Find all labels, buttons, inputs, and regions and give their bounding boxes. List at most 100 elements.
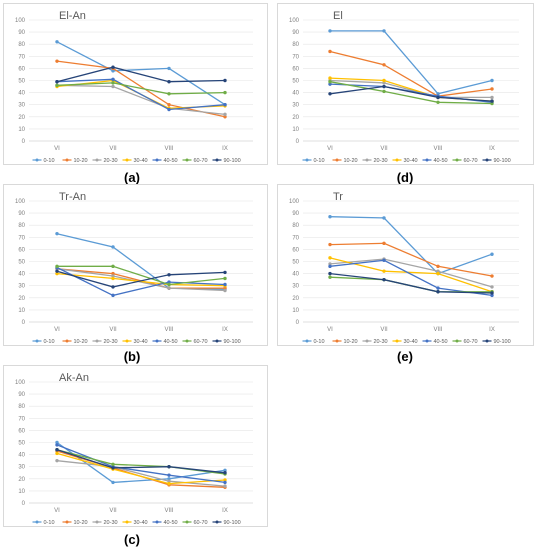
ak-an-xtick-viii: VIII — [164, 508, 173, 514]
el-legend-label-30-40: 30-40 — [404, 158, 418, 164]
el-legend-marker-20-30 — [365, 158, 369, 162]
el-point-10-20-ix — [490, 87, 494, 91]
tr-legend-marker-20-30 — [365, 339, 369, 343]
el-point-30-40-vii — [382, 78, 386, 83]
tr-series-line-0-10 — [329, 216, 493, 275]
tr-legend-label-40-50: 40-50 — [434, 339, 448, 345]
el-an-legend-marker-20-30 — [95, 158, 99, 162]
tr-point-90-100-vi — [328, 271, 332, 276]
el-an-legend-label-0-10: 0-10 — [44, 158, 55, 164]
el-an-point-0-10-viii — [167, 66, 171, 71]
el-series-line-10-20 — [329, 50, 493, 97]
el-an-point-60-70-vii — [111, 81, 115, 85]
chart-panel-el: El 0 10 20 30 40 50 60 70 80 90 100 VI VII VIII IX 0-10 1… — [277, 3, 534, 165]
el-ytick-0: 0 — [296, 139, 300, 145]
el-an-xtick-vii: VII — [109, 146, 117, 152]
el-an-series-line-0-10 — [56, 41, 226, 106]
ak-an-ytick-0: 0 — [22, 501, 26, 507]
tr-an-legend-marker-90-100 — [215, 339, 219, 343]
tr-point-90-100-viii — [436, 290, 440, 294]
el-an-legend-label-60-70: 60-70 — [194, 158, 208, 164]
ak-an-series-line-90-100 — [56, 449, 226, 474]
tr-point-0-10-vi — [328, 215, 332, 219]
ak-an-ytick-40: 40 — [18, 453, 25, 459]
tr-an-ytick-50: 50 — [18, 260, 25, 266]
tr-legend-marker-0-10 — [305, 339, 309, 343]
el-ytick-90: 90 — [292, 30, 299, 36]
el-point-0-10-ix — [490, 78, 494, 83]
tr-an-xtick-viii: VIII — [164, 327, 173, 333]
tr-legend-label-30-40: 30-40 — [404, 339, 418, 345]
el-ytick-10: 10 — [292, 127, 299, 133]
tr-legend-marker-10-20 — [335, 339, 339, 343]
el-point-60-70-vii — [382, 89, 386, 94]
el-legend-label-60-70: 60-70 — [464, 158, 478, 164]
ak-an-point-60-70-vii — [111, 462, 115, 466]
ak-an-point-0-10-ix — [223, 468, 227, 473]
el-legend-marker-90-100 — [485, 158, 489, 162]
el-an-ytick-30: 30 — [18, 103, 25, 109]
tr-an-point-30-40-vi — [55, 271, 59, 276]
tr-point-20-30-vi — [328, 262, 332, 266]
tr-series-line-90-100 — [329, 272, 493, 294]
ak-an-point-90-100-vii — [111, 466, 115, 470]
tr-an-point-90-100-vii — [111, 285, 115, 289]
el-point-0-10-viii — [436, 92, 440, 96]
ak-an-legend-marker-60-70 — [185, 520, 189, 524]
tr-an-point-20-30-ix — [223, 288, 227, 293]
el-legend-marker-60-70 — [455, 158, 459, 162]
tr-point-40-50-vii — [382, 258, 386, 262]
chart-svg-tr: Tr 0 10 20 30 40 50 60 70 80 90 100 VI VII VIII IX 0-10 1… — [289, 191, 519, 345]
el-point-60-70-ix — [490, 101, 494, 106]
ak-an-legend-marker-30-40 — [125, 520, 129, 524]
tr-xtick-ix: IX — [489, 327, 495, 333]
tr-an-point-20-30-vii — [111, 274, 115, 278]
ak-an-legend-marker-90-100 — [215, 520, 219, 524]
caption-d: (d) — [396, 170, 414, 185]
tr-an-legend-marker-60-70 — [185, 339, 189, 343]
tr-point-0-10-vii — [382, 216, 386, 220]
el-an-point-10-20-viii — [167, 103, 171, 107]
tr-an-point-40-50-vii — [111, 293, 115, 298]
el-an-legend-label-30-40: 30-40 — [134, 158, 148, 164]
el-ytick-40: 40 — [292, 91, 299, 97]
tr-an-title: Tr-An — [59, 191, 86, 203]
el-legend-marker-0-10 — [305, 158, 309, 162]
tr-an-point-20-30-viii — [167, 286, 171, 290]
ak-an-point-40-50-vi — [55, 443, 59, 447]
el-an-legend-label-40-50: 40-50 — [164, 158, 178, 164]
caption-b: (b) — [123, 349, 141, 364]
tr-point-40-50-ix — [490, 293, 494, 298]
ak-an-point-90-100-viii — [167, 465, 171, 469]
tr-an-legend-label-40-50: 40-50 — [164, 339, 178, 345]
tr-ytick-50: 50 — [292, 260, 299, 266]
tr-an-point-40-50-viii — [167, 280, 171, 284]
el-an-ytick-60: 60 — [18, 66, 25, 72]
tr-an-legend-marker-30-40 — [125, 339, 129, 343]
tr-series-line-30-40 — [329, 257, 493, 293]
el-ytick-50: 50 — [292, 79, 299, 85]
tr-an-ytick-0: 0 — [22, 320, 26, 326]
tr-legend-marker-60-70 — [455, 339, 459, 343]
el-an-point-40-50-ix — [223, 103, 227, 107]
el-point-60-70-vi — [328, 80, 332, 84]
el-xtick-viii: VIII — [433, 146, 442, 152]
caption-e: (e) — [397, 349, 413, 364]
tr-an-point-30-40-vii — [111, 276, 115, 281]
ak-an-point-40-50-ix — [223, 480, 227, 485]
el-an-point-40-50-vii — [111, 77, 115, 81]
el-an-legend-marker-0-10 — [35, 158, 39, 162]
el-point-30-40-vi — [328, 76, 332, 80]
ak-an-ytick-20: 20 — [18, 477, 25, 483]
el-an-ytick-50: 50 — [18, 79, 25, 85]
tr-an-series-line-90-100 — [56, 270, 226, 288]
tr-legend-label-0-10: 0-10 — [314, 339, 325, 345]
tr-an-ytick-90: 90 — [18, 211, 25, 217]
tr-an-point-0-10-vi — [55, 231, 59, 236]
el-an-point-90-100-viii — [167, 80, 171, 84]
el-legend-marker-40-50 — [425, 158, 429, 162]
el-xtick-ix: IX — [489, 146, 495, 152]
el-an-xtick-ix: IX — [222, 146, 228, 152]
el-an-legend-label-90-100: 90-100 — [224, 158, 241, 164]
el-legend-label-10-20: 10-20 — [344, 158, 358, 164]
